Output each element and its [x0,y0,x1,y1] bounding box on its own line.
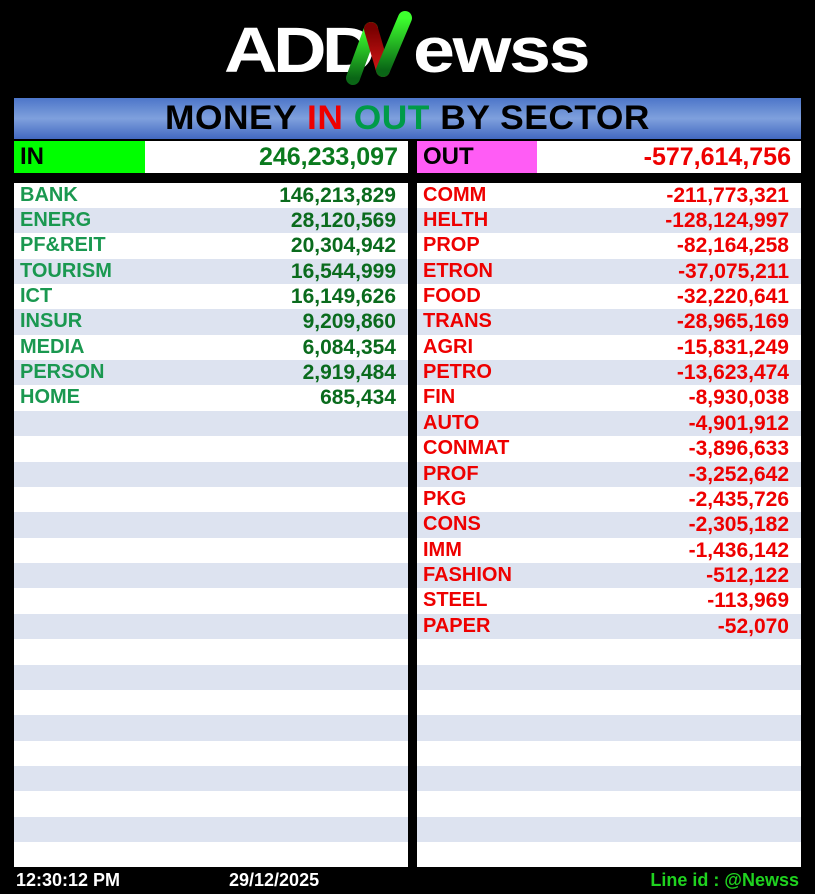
svg-text:ewss: ewss [413,14,589,85]
